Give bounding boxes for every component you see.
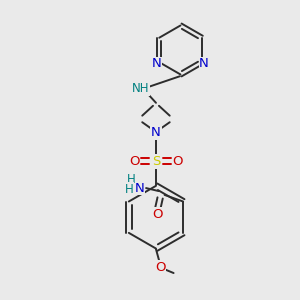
- Text: N: N: [152, 57, 162, 70]
- Text: N: N: [199, 57, 209, 70]
- Text: S: S: [152, 155, 160, 168]
- Text: O: O: [155, 261, 166, 274]
- Text: H: H: [127, 173, 135, 186]
- Text: O: O: [172, 155, 183, 168]
- Text: N: N: [151, 127, 161, 140]
- Text: O: O: [129, 155, 140, 168]
- Text: N: N: [134, 182, 144, 195]
- Text: NH: NH: [132, 82, 149, 95]
- Text: O: O: [152, 208, 162, 220]
- Text: H: H: [124, 183, 133, 196]
